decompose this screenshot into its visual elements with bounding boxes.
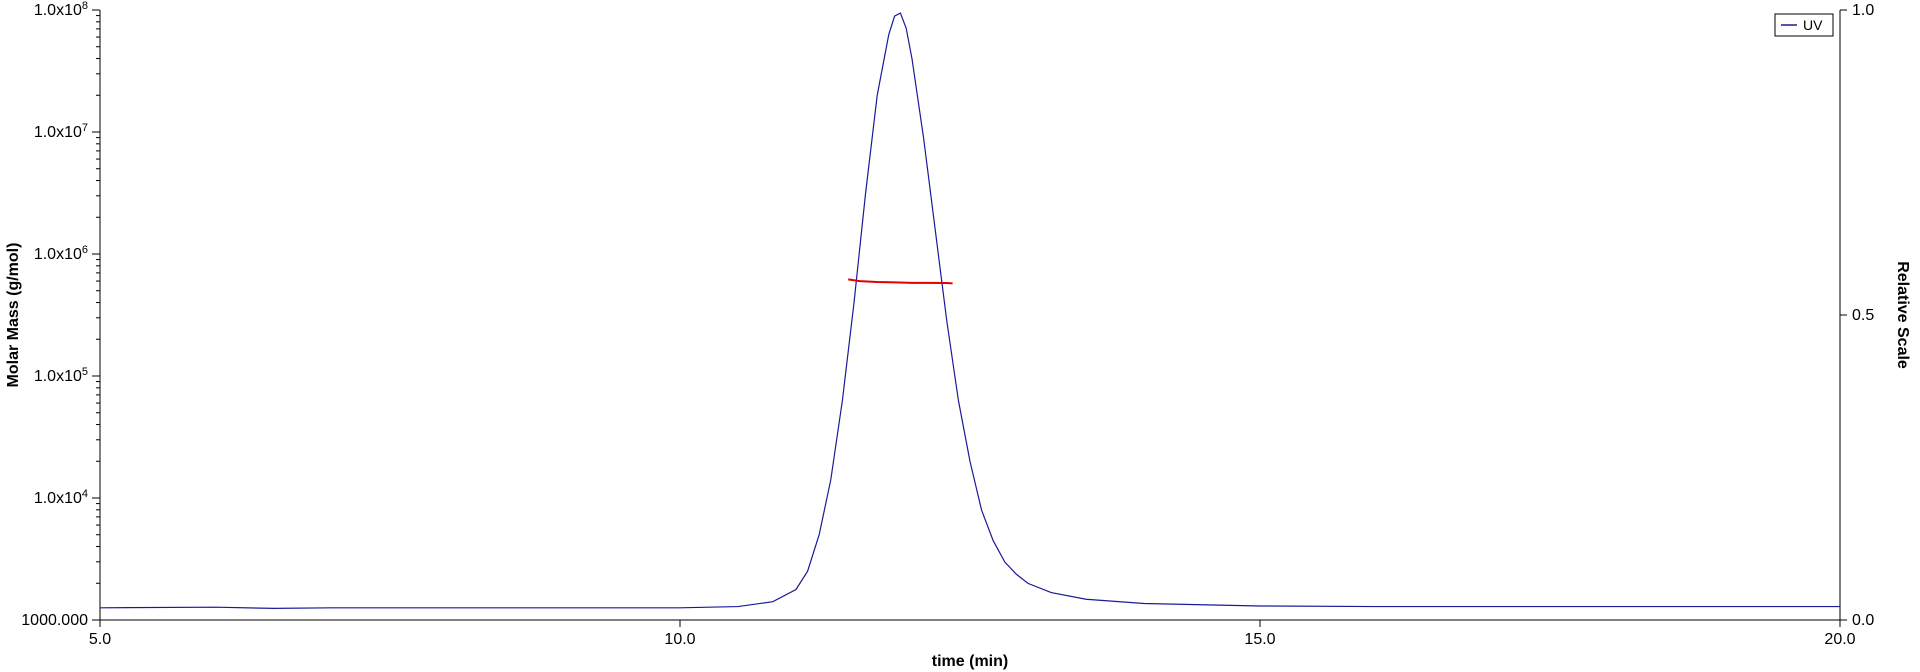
y-left-axis-title: Molar Mass (g/mol) — [5, 243, 22, 388]
y-left-tick-label: 1.0x105 — [34, 366, 88, 385]
x-tick-label: 5.0 — [89, 631, 111, 648]
x-tick-label: 10.0 — [664, 631, 695, 648]
y-left-tick-label: 1000.000 — [21, 612, 88, 629]
y-left-tick-label: 1.0x106 — [34, 244, 88, 263]
x-tick-label: 15.0 — [1244, 631, 1275, 648]
y-left-tick-label: 1.0x108 — [34, 0, 88, 19]
y-right-tick-label: 0.0 — [1852, 612, 1874, 629]
y-left-tick-label: 1.0x104 — [34, 488, 88, 507]
y-left-tick-label: 1.0x107 — [34, 122, 88, 141]
chromatogram-chart: 5.0 10.0 15.0 20.0 time (min) 1000.000 1.0x104… — [0, 0, 1920, 672]
y-right-tick-label: 0.5 — [1852, 307, 1874, 324]
x-tick-label: 20.0 — [1824, 631, 1855, 648]
y-right-axis-title: Relative Scale — [1894, 261, 1911, 369]
y-right-tick-label: 1.0 — [1852, 2, 1874, 19]
molar-mass-trace — [848, 279, 952, 283]
legend-label-uv: UV — [1803, 17, 1823, 33]
x-axis-title: time (min) — [932, 653, 1008, 670]
uv-trace — [100, 13, 1840, 608]
chart-svg: 5.0 10.0 15.0 20.0 time (min) 1000.000 1.0x104… — [0, 0, 1920, 672]
